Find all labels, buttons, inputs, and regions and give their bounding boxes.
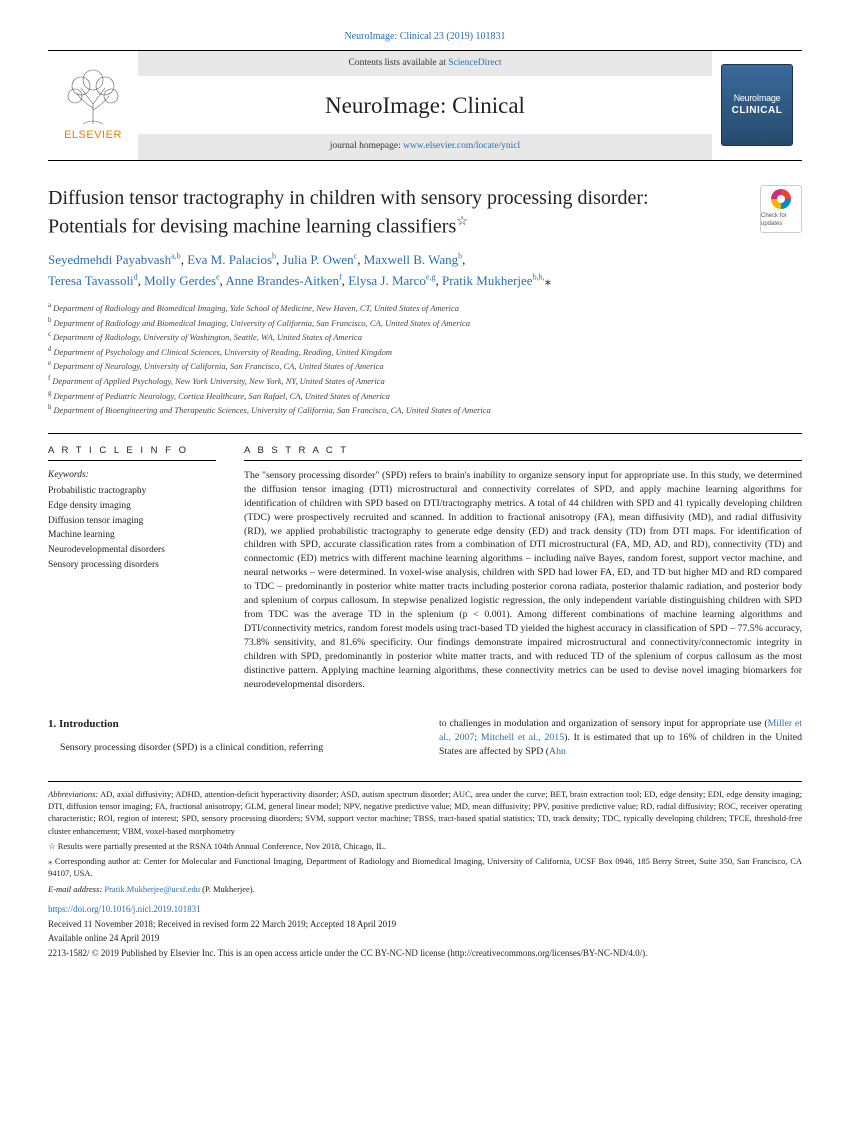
elsevier-logo: ELSEVIER: [48, 51, 138, 160]
crossmark-icon: [771, 189, 791, 209]
homepage-link[interactable]: www.elsevier.com/locate/ynicl: [403, 141, 520, 151]
journal-header: ELSEVIER Contents lists available at Sci…: [48, 50, 802, 161]
intro-p1: Sensory processing disorder (SPD) is a c…: [48, 741, 411, 755]
journal-ref: NeuroImage: Clinical 23 (2019) 101831: [48, 30, 802, 44]
affiliations: aDepartment of Radiology and Biomedical …: [48, 300, 802, 417]
email-link[interactable]: Pratik.Mukherjee@ucsf.edu: [102, 884, 200, 894]
keywords-label: Keywords:: [48, 469, 216, 482]
available-online: Available online 24 April 2019: [48, 932, 802, 945]
conference-note: ☆ Results were partially presented at th…: [48, 840, 802, 852]
elsevier-text: ELSEVIER: [64, 128, 122, 143]
abbreviations: Abbreviations: AD, axial diffusivity; AD…: [48, 788, 802, 837]
journal-title: NeuroImage: Clinical: [138, 76, 712, 134]
journal-cover-icon: NeuroImage CLINICAL: [721, 64, 793, 146]
email-line: E-mail address: Pratik.Mukherjee@ucsf.ed…: [48, 883, 802, 895]
ref-mitchell[interactable]: Mitchell et al., 2015: [481, 732, 564, 743]
article-info-head: A R T I C L E I N F O: [48, 444, 216, 461]
abstract-head: A B S T R A C T: [244, 444, 802, 461]
doi-link[interactable]: https://doi.org/10.1016/j.nicl.2019.1018…: [48, 904, 201, 914]
contents-bar: Contents lists available at ScienceDirec…: [138, 51, 712, 76]
sciencedirect-link[interactable]: ScienceDirect: [448, 58, 501, 68]
intro-heading: 1. Introduction: [48, 717, 411, 732]
history: Received 11 November 2018; Received in r…: [48, 918, 802, 931]
intro-p2: to challenges in modulation and organiza…: [439, 717, 802, 758]
abstract-text: The "sensory processing disorder" (SPD) …: [244, 469, 802, 692]
ref-ahn[interactable]: Ahn: [549, 746, 566, 757]
elsevier-tree-icon: [63, 68, 123, 126]
corresponding-author: ⁎ Corresponding author at: Center for Mo…: [48, 855, 802, 880]
check-updates-button[interactable]: Check for updates: [760, 185, 802, 233]
article-title: Diffusion tensor tractography in childre…: [48, 185, 748, 241]
homepage-bar: journal homepage: www.elsevier.com/locat…: [138, 134, 712, 159]
keywords-list: Probabilistic tractographyEdge density i…: [48, 484, 216, 572]
authors: Seyedmehdi Payabvasha,b, Eva M. Palacios…: [48, 250, 802, 292]
copyright: 2213-1582/ © 2019 Published by Elsevier …: [48, 947, 802, 960]
